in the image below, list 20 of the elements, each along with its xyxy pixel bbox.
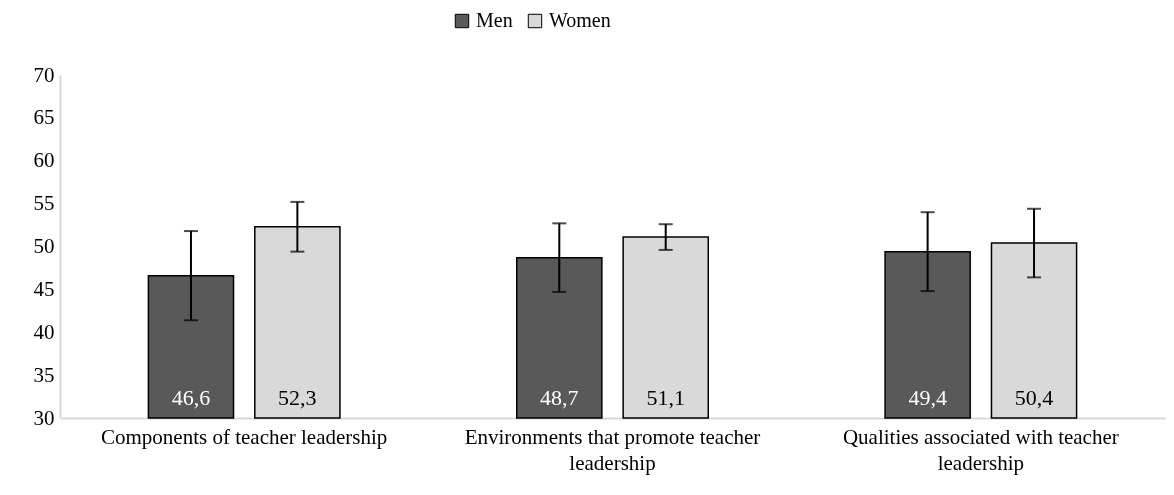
y-tick-label: 45 [33,276,55,301]
y-tick-label: 65 [33,105,55,130]
x-tick-label: Environments that promote teacher leadership [464,424,761,475]
data-label: 51,1 [646,385,685,410]
x-tick-label: Components of teacher leadership [101,424,388,449]
data-label: 48,7 [540,385,579,410]
y-tick-label: 70 [33,62,55,87]
y-tick-label: 55 [33,191,55,216]
y-tick-label: 30 [33,405,55,430]
y-tick-label: 35 [33,362,55,387]
legend-label: Men [476,9,513,31]
y-tick-label: 50 [33,234,55,258]
y-tick-label: 60 [33,148,55,173]
legend-label: Women [549,9,611,31]
data-label: 50,4 [1014,385,1054,410]
y-tick-label: 40 [33,319,55,344]
data-label: 46,6 [171,385,211,410]
x-tick-label: Qualities associated with teacher leadership [842,424,1119,475]
data-label: 52,3 [278,385,317,410]
data-label: 49,4 [908,385,947,410]
